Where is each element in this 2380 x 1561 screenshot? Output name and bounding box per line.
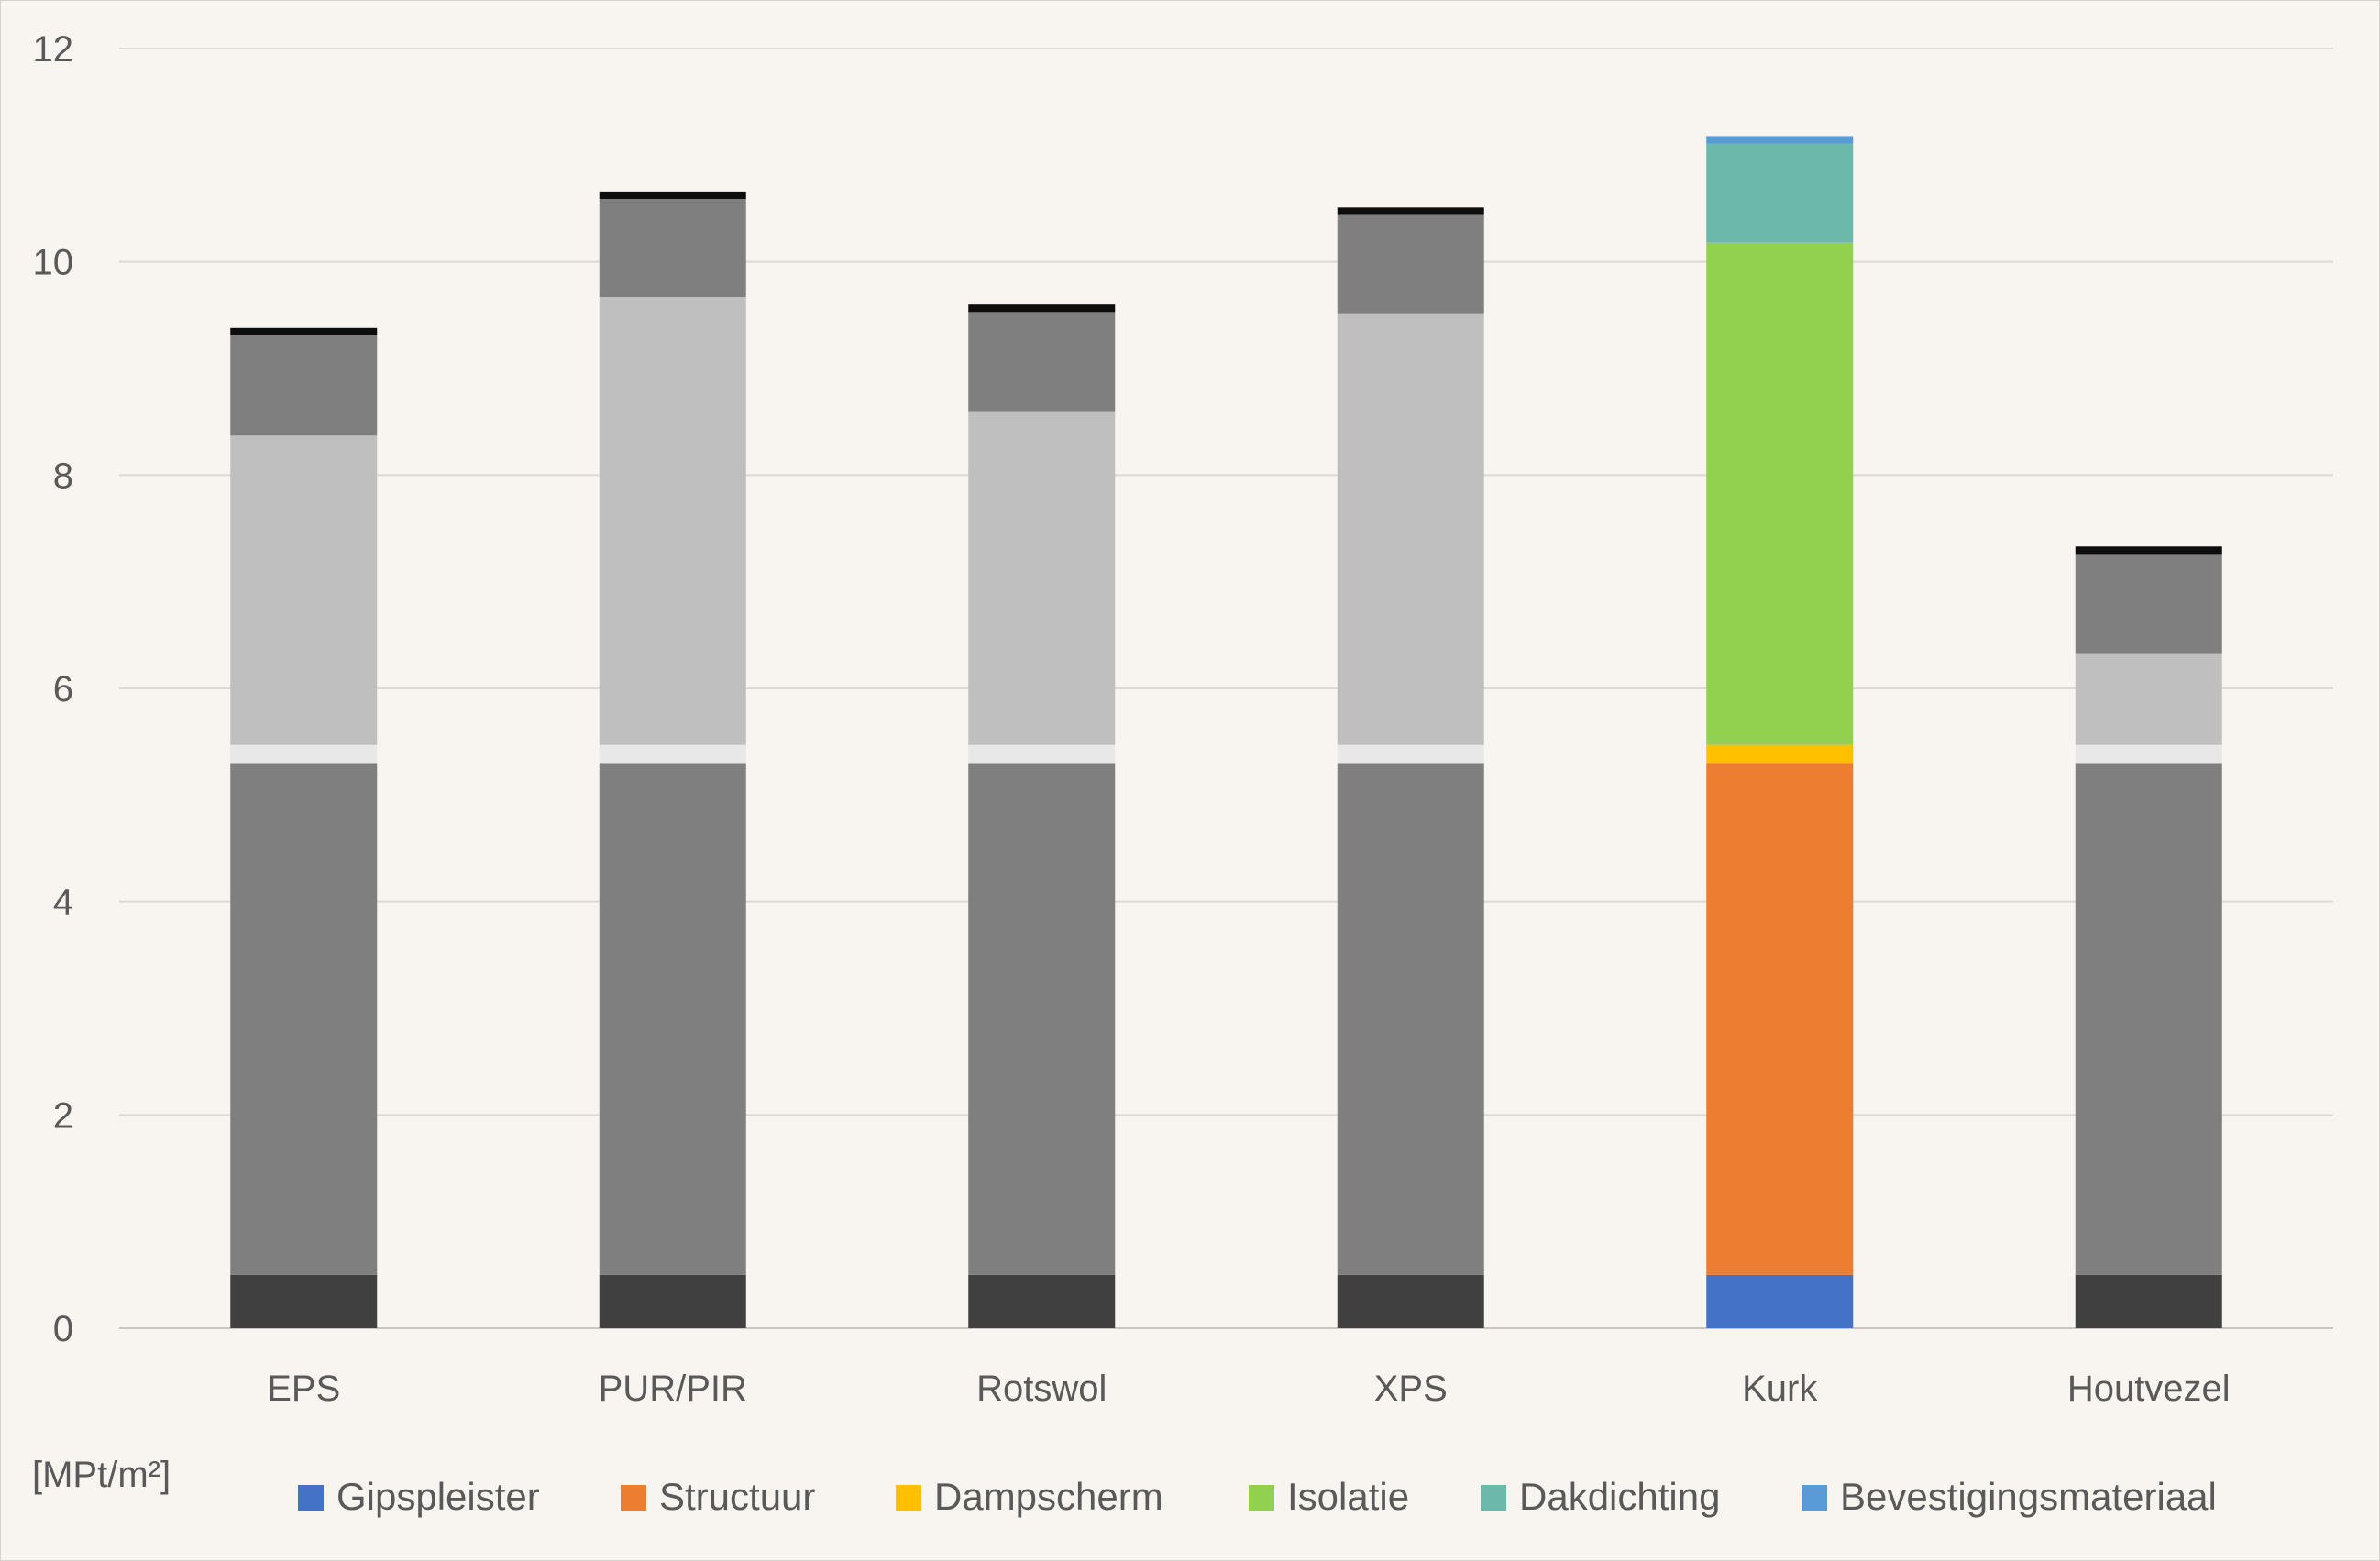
legend-swatch-dakdichting bbox=[1481, 1485, 1506, 1511]
bar-houtvezel-dampscherm bbox=[2075, 744, 2222, 764]
legend-label-gipspleister: Gipspleister bbox=[336, 1475, 540, 1518]
legend-swatch-gipspleister bbox=[298, 1485, 324, 1511]
bar-eps-isolatie bbox=[230, 435, 378, 745]
bar-eps-structuur bbox=[230, 763, 378, 1275]
y-tick-label: 2 bbox=[53, 1095, 73, 1136]
legend: Gipspleister Structuur Dampscherm Isolatie D… bbox=[298, 1475, 2217, 1518]
bar-rotswol-isolatie bbox=[968, 411, 1116, 745]
bar-houtvezel-gipspleister bbox=[2075, 1274, 2222, 1328]
x-category-label: XPS bbox=[1374, 1369, 1448, 1409]
legend-label-dakdichting: Dakdichting bbox=[1519, 1475, 1720, 1518]
bar-pur-pir-isolatie bbox=[599, 297, 746, 745]
x-category-label: PUR/PIR bbox=[599, 1369, 747, 1409]
bar-rotswol-dampscherm bbox=[968, 744, 1116, 764]
bar-kurk-gipspleister bbox=[1706, 1274, 1854, 1328]
y-tick-label: 4 bbox=[53, 883, 73, 923]
bar-rotswol-gipspleister bbox=[968, 1274, 1116, 1328]
y-tick-label: 12 bbox=[33, 29, 74, 70]
y-tick-label: 0 bbox=[53, 1309, 73, 1349]
bar-houtvezel-structuur bbox=[2075, 763, 2222, 1275]
bar-pur-pir-dakdichting bbox=[599, 199, 746, 298]
bar-houtvezel-dakdichting bbox=[2075, 554, 2222, 654]
bar-xps-dakdichting bbox=[1337, 214, 1484, 314]
bar-houtvezel-bevestigingsmateriaal bbox=[2075, 546, 2222, 555]
bar-kurk-dampscherm bbox=[1706, 744, 1854, 764]
bar-kurk-dakdichting bbox=[1706, 143, 1854, 243]
x-category-label: Kurk bbox=[1742, 1369, 1818, 1409]
y-tick-label: 6 bbox=[53, 669, 73, 709]
y-tick-label: 10 bbox=[33, 243, 74, 283]
bar-kurk-bevestigingsmateriaal bbox=[1706, 136, 1854, 144]
y-axis-tick-labels: 0 2 4 6 8 10 12 bbox=[33, 29, 74, 1349]
x-axis-category-labels: EPS PUR/PIR Rotswol XPS Kurk Houtvezel bbox=[267, 1369, 2230, 1409]
legend-swatch-isolatie bbox=[1249, 1485, 1274, 1511]
legend-swatch-structuur bbox=[621, 1485, 646, 1511]
y-tick-label: 8 bbox=[53, 456, 73, 496]
bar-eps-dakdichting bbox=[230, 335, 378, 436]
bar-eps-dampscherm bbox=[230, 744, 378, 764]
bar-xps-gipspleister bbox=[1337, 1274, 1484, 1328]
legend-label-isolatie: Isolatie bbox=[1287, 1475, 1409, 1518]
bar-pur-pir-structuur bbox=[599, 763, 746, 1275]
bar-xps-structuur bbox=[1337, 763, 1484, 1275]
bar-rotswol-structuur bbox=[968, 763, 1116, 1275]
bar-eps-bevestigingsmateriaal bbox=[230, 327, 378, 335]
y-axis-unit-label: [MPt/m²] bbox=[32, 1455, 171, 1495]
x-category-label: Houtvezel bbox=[2067, 1369, 2231, 1409]
bar-xps-dampscherm bbox=[1337, 744, 1484, 764]
bar-xps-isolatie bbox=[1337, 313, 1484, 745]
legend-swatch-dampscherm bbox=[896, 1485, 921, 1511]
x-category-label: Rotswol bbox=[976, 1369, 1107, 1409]
bar-pur-pir-bevestigingsmateriaal bbox=[599, 191, 746, 200]
bars bbox=[230, 136, 2222, 1328]
bar-kurk-isolatie bbox=[1706, 242, 1854, 745]
bar-pur-pir-dampscherm bbox=[599, 744, 746, 764]
bar-rotswol-dakdichting bbox=[968, 312, 1116, 412]
bar-pur-pir-gipspleister bbox=[599, 1274, 746, 1328]
bar-xps-bevestigingsmateriaal bbox=[1337, 207, 1484, 215]
bar-kurk-structuur bbox=[1706, 763, 1854, 1275]
gridlines bbox=[119, 48, 2333, 1329]
bar-rotswol-bevestigingsmateriaal bbox=[968, 304, 1116, 313]
x-category-label: EPS bbox=[267, 1369, 340, 1409]
legend-label-dampscherm: Dampscherm bbox=[934, 1475, 1163, 1518]
bar-eps-gipspleister bbox=[230, 1274, 378, 1328]
bar-houtvezel-isolatie bbox=[2075, 653, 2222, 745]
legend-label-structuur: Structuur bbox=[659, 1475, 815, 1518]
legend-swatch-bevestigingsmateriaal bbox=[1802, 1485, 1827, 1511]
legend-label-bevestigingsmateriaal: Bevestigingsmateriaal bbox=[1840, 1475, 2217, 1518]
